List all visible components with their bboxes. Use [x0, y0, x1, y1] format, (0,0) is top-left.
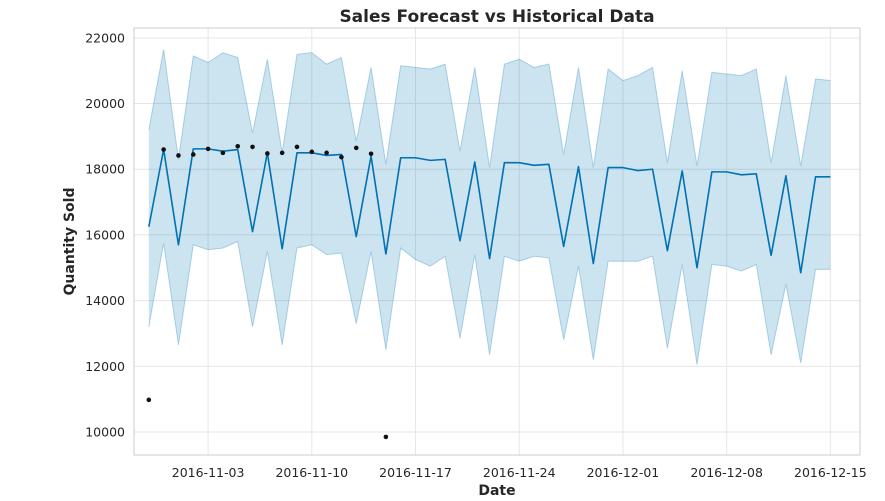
historical-data-point: [176, 153, 181, 158]
x-tick-label: 2016-12-01: [587, 465, 660, 480]
historical-data-point: [190, 152, 196, 157]
historical-data-point: [265, 151, 270, 156]
historical-data-points: [146, 143, 389, 440]
historical-data-point: [279, 150, 285, 156]
historical-data-point: [294, 144, 300, 150]
forecast-upper-bound-line: [148, 49, 831, 168]
x-tick-label: 2016-11-24: [483, 465, 556, 480]
historical-data-point: [250, 144, 255, 150]
historical-data-point: [146, 397, 152, 403]
x-axis-ticks: 2016-11-03 2016-11-10 2016-11-17 2016-11-24…: [172, 465, 867, 480]
forecast-uncertainty-band: [148, 49, 831, 365]
historical-data-point: [205, 146, 211, 152]
forecast-lower-bound-line: [148, 240, 831, 365]
historical-data-point: [309, 149, 315, 155]
historical-data-point: [368, 151, 374, 157]
x-axis-label: Date: [478, 483, 515, 499]
y-tick-label: 14000: [85, 293, 125, 308]
historical-data-point: [324, 150, 329, 156]
x-tick-label: 2016-12-15: [794, 465, 867, 480]
y-tick-label: 12000: [85, 359, 125, 374]
y-axis-label: Quantity Sold: [62, 188, 78, 296]
historical-data-point: [353, 145, 359, 151]
historical-data-point: [161, 147, 166, 152]
x-tick-label: 2016-12-08: [690, 465, 763, 480]
y-tick-label: 10000: [85, 425, 125, 440]
chart-title: Sales Forecast vs Historical Data: [339, 7, 654, 27]
y-tick-label: 16000: [85, 227, 125, 242]
plot-frame: [133, 27, 861, 456]
x-tick-label: 2016-11-03: [172, 465, 245, 480]
x-tick-label: 2016-11-10: [275, 465, 348, 480]
y-tick-label: 22000: [85, 30, 125, 45]
historical-data-point: [220, 150, 226, 156]
y-axis-ticks: 10000 12000 14000 16000 18000 20000 22000: [85, 30, 125, 439]
y-tick-label: 18000: [85, 162, 125, 177]
historical-data-point: [383, 434, 389, 440]
historical-data-point: [339, 154, 344, 160]
grid-lines: [134, 28, 860, 455]
x-tick-label: 2016-11-17: [379, 465, 452, 480]
y-tick-label: 20000: [85, 96, 125, 111]
historical-data-point: [235, 143, 241, 149]
forecast-line: [148, 148, 831, 274]
